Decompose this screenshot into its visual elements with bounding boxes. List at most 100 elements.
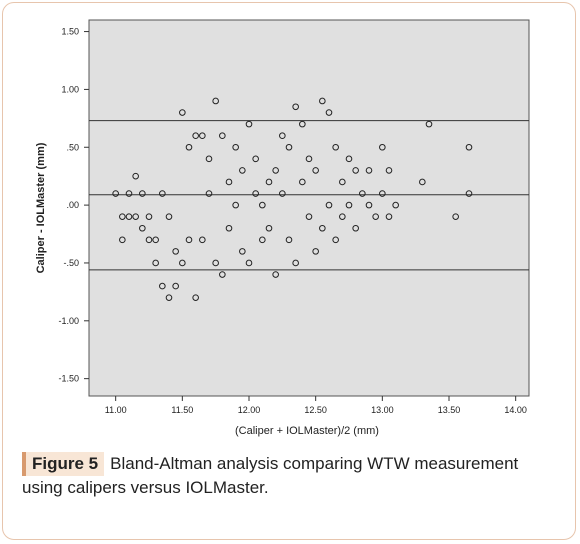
data-point	[139, 190, 146, 197]
data-point	[332, 143, 339, 151]
data-point	[179, 109, 186, 116]
data-point	[205, 155, 213, 163]
data-point	[252, 155, 259, 163]
data-point	[292, 103, 299, 111]
data-point	[352, 224, 359, 232]
x-tick-label: 12.50	[304, 405, 327, 415]
data-point	[252, 190, 259, 197]
y-tick-label: -.50	[63, 258, 79, 268]
data-point	[265, 178, 273, 186]
data-point	[119, 213, 126, 220]
data-point	[319, 97, 326, 105]
data-point	[199, 132, 206, 139]
data-point	[265, 224, 273, 232]
x-tick-label: 11.50	[171, 405, 193, 415]
figure-caption-text: Bland-Altman analysis comparing WTW meas…	[22, 454, 519, 497]
data-point	[305, 155, 313, 163]
data-point	[232, 143, 239, 151]
data-point	[159, 282, 166, 290]
data-point	[185, 236, 193, 244]
data-point	[152, 259, 159, 267]
data-point	[179, 259, 186, 267]
y-axis-label: Caliper - IOLMaster (mm)	[35, 142, 47, 273]
data-point	[192, 132, 199, 139]
data-point	[245, 259, 253, 267]
data-point	[379, 143, 386, 151]
data-point	[279, 132, 286, 139]
data-point	[125, 190, 133, 197]
data-point	[239, 248, 246, 255]
data-point	[125, 213, 133, 220]
data-point	[259, 201, 266, 209]
data-point	[199, 236, 206, 244]
data-point	[325, 201, 333, 209]
y-tick-label: .00	[66, 200, 79, 210]
data-point	[425, 120, 433, 128]
data-point	[365, 167, 373, 174]
bland-altman-chart: 1.50 1.00 .50 .00 -.50 -1.00 -1.50 11.00 11.50 12…	[35, 19, 530, 437]
data-point	[419, 178, 426, 186]
data-point	[119, 236, 126, 244]
data-point	[285, 143, 293, 151]
data-point	[325, 109, 333, 116]
data-point	[312, 248, 319, 255]
data-point	[192, 294, 199, 301]
data-point	[225, 224, 233, 232]
data-point	[365, 201, 373, 209]
data-point	[292, 259, 299, 267]
data-point	[305, 213, 313, 220]
data-point	[232, 201, 239, 209]
data-point	[165, 294, 173, 301]
data-point	[279, 190, 286, 197]
y-tick-label: 1.00	[61, 84, 79, 94]
data-point	[312, 167, 319, 174]
data-point	[299, 120, 306, 128]
data-point	[372, 213, 379, 220]
data-point	[172, 282, 179, 290]
data-point	[379, 190, 386, 197]
data-point	[465, 143, 473, 151]
data-point	[212, 259, 219, 267]
data-point	[185, 143, 193, 151]
data-point	[132, 213, 139, 220]
data-point	[299, 178, 306, 186]
data-point	[465, 190, 473, 197]
data-point	[132, 172, 139, 180]
figure-caption: Figure 5 Bland-Altman analysis comparing …	[22, 452, 562, 500]
x-tick-label: 14.00	[504, 405, 527, 415]
data-point	[359, 190, 366, 197]
data-point	[285, 236, 293, 244]
data-point	[145, 236, 153, 244]
figure-label: Figure 5	[22, 452, 105, 476]
data-point	[239, 167, 246, 174]
data-point	[205, 190, 213, 197]
data-point	[112, 190, 119, 197]
y-tick-label: -1.50	[58, 374, 79, 384]
x-axis-label: (Caliper + IOLMaster)/2 (mm)	[235, 425, 379, 437]
data-point	[392, 201, 399, 209]
data-point	[319, 224, 326, 232]
data-point	[385, 167, 393, 174]
data-point	[345, 155, 353, 163]
x-tick-label: 12.00	[238, 405, 261, 415]
plot-area	[88, 19, 530, 397]
data-point	[225, 178, 233, 186]
data-point	[139, 224, 146, 232]
y-tick-label: 1.50	[61, 27, 79, 37]
data-point	[272, 167, 279, 174]
x-tick-label: 11.00	[105, 405, 127, 415]
data-point	[219, 271, 226, 278]
data-point	[339, 213, 346, 220]
data-point	[259, 236, 266, 244]
data-point	[172, 248, 179, 255]
data-point	[385, 213, 393, 220]
x-tick-label: 13.00	[371, 405, 394, 415]
y-tick-label: .50	[66, 142, 79, 152]
data-point	[165, 213, 173, 220]
data-point	[452, 213, 459, 220]
data-point	[152, 236, 159, 244]
y-tick-label: -1.00	[58, 316, 79, 326]
data-point	[159, 190, 166, 197]
data-point	[145, 213, 153, 220]
data-point	[332, 236, 339, 244]
